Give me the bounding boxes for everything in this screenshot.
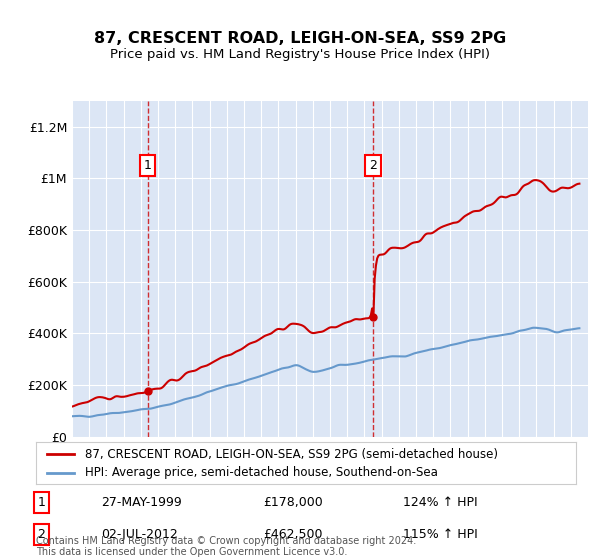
Text: HPI: Average price, semi-detached house, Southend-on-Sea: HPI: Average price, semi-detached house,… (85, 466, 437, 479)
Text: 1: 1 (37, 496, 46, 509)
Text: Price paid vs. HM Land Registry's House Price Index (HPI): Price paid vs. HM Land Registry's House … (110, 48, 490, 60)
Text: 87, CRESCENT ROAD, LEIGH-ON-SEA, SS9 2PG (semi-detached house): 87, CRESCENT ROAD, LEIGH-ON-SEA, SS9 2PG… (85, 447, 497, 461)
Text: 2: 2 (37, 528, 46, 541)
Text: Contains HM Land Registry data © Crown copyright and database right 2024.
This d: Contains HM Land Registry data © Crown c… (36, 535, 416, 557)
Text: 1: 1 (144, 159, 152, 172)
Text: 02-JUL-2012: 02-JUL-2012 (101, 528, 178, 541)
Text: £462,500: £462,500 (263, 528, 322, 541)
Text: 2: 2 (369, 159, 377, 172)
Text: 27-MAY-1999: 27-MAY-1999 (101, 496, 182, 509)
Text: 124% ↑ HPI: 124% ↑ HPI (403, 496, 478, 509)
Text: 87, CRESCENT ROAD, LEIGH-ON-SEA, SS9 2PG: 87, CRESCENT ROAD, LEIGH-ON-SEA, SS9 2PG (94, 31, 506, 46)
Text: £178,000: £178,000 (263, 496, 323, 509)
Text: 115% ↑ HPI: 115% ↑ HPI (403, 528, 478, 541)
